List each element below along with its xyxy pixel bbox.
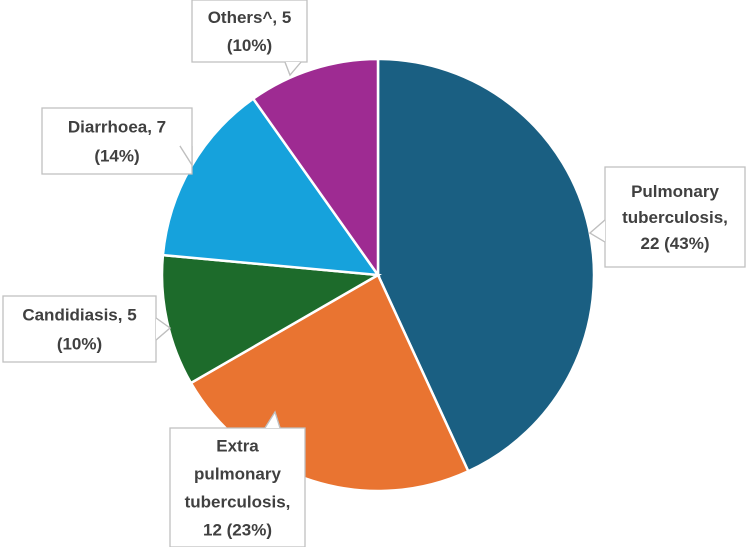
data-label-text: Pulmonary <box>631 182 719 201</box>
data-label-others: Others^, 5 (10%) <box>191 0 308 77</box>
data-label-text: Candidiasis, 5 <box>22 306 136 325</box>
pie-slice-others <box>251 57 380 279</box>
callout-pointer-outline <box>155 317 172 341</box>
data-label-text: pulmonary <box>194 465 281 484</box>
data-label-text: (10%) <box>57 335 102 354</box>
pie-slices <box>160 57 596 493</box>
callout-pointer-outline <box>179 145 193 168</box>
data-label-text: Extra <box>216 437 259 456</box>
callout-pointer <box>590 220 605 242</box>
callout-pointer <box>156 318 170 340</box>
pie-slice-candidiasis <box>160 253 383 385</box>
data-label-text: 12 (23%) <box>203 521 272 540</box>
data-label-text: (10%) <box>227 36 272 55</box>
data-label-extra-pulmonary-tuberculosis: Extra pulmonary tuberculosis, 12 (23%) <box>169 410 306 547</box>
data-label-pulmonary-tuberculosis: Pulmonary tuberculosis, 22 (43%) <box>588 166 746 268</box>
callout-pointer-outline <box>284 61 302 77</box>
pie-slice-pulmonary-tuberculosis <box>376 57 596 473</box>
callout-pointer-outline <box>264 410 281 429</box>
callout-pointer-outline <box>588 219 606 243</box>
data-label-text: (14%) <box>94 147 139 166</box>
data-label-candidiasis: Candidiasis, 5 (10%) <box>2 295 172 363</box>
data-label-text: Diarrhoea, 7 <box>68 118 166 137</box>
data-label-text: Others^, 5 <box>208 8 292 27</box>
data-label-diarrhoea: Diarrhoea, 7 (14%) <box>41 107 193 175</box>
data-label-text: 22 (43%) <box>641 234 710 253</box>
data-label-text: tuberculosis, <box>622 208 728 227</box>
data-label-text: tuberculosis, <box>185 493 291 512</box>
